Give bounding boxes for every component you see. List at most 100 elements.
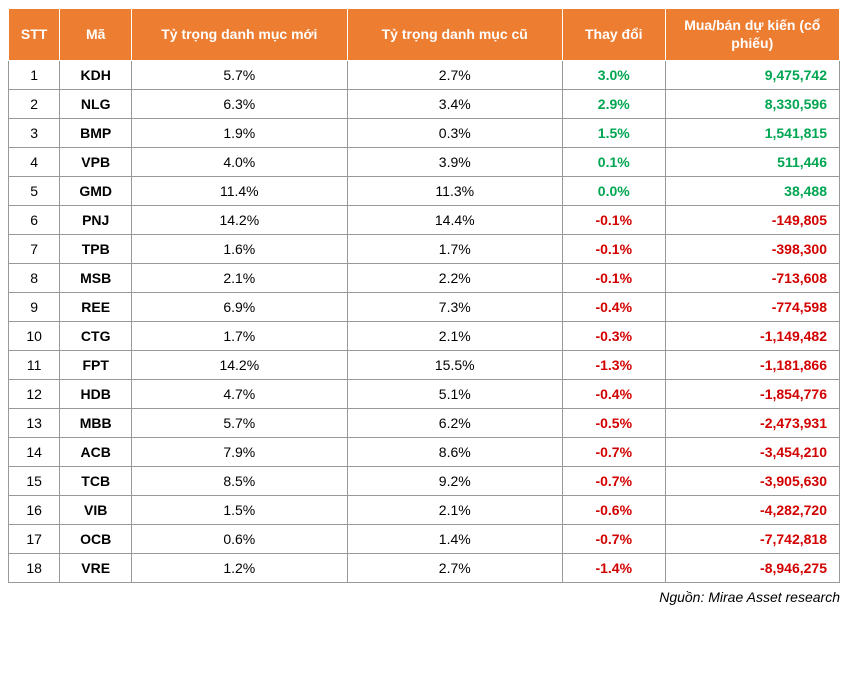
- cell-new-weight: 1.2%: [132, 554, 347, 583]
- cell-stt: 1: [9, 61, 60, 90]
- cell-stt: 11: [9, 351, 60, 380]
- col-ma: Mã: [60, 9, 132, 61]
- cell-new-weight: 4.0%: [132, 148, 347, 177]
- cell-change: -0.5%: [562, 409, 665, 438]
- table-row: 2NLG6.3%3.4%2.9%8,330,596: [9, 90, 840, 119]
- cell-new-weight: 6.3%: [132, 90, 347, 119]
- table-row: 14ACB7.9%8.6%-0.7%-3,454,210: [9, 438, 840, 467]
- col-new-weight: Tỷ trọng danh mục mới: [132, 9, 347, 61]
- portfolio-table: STT Mã Tỷ trọng danh mục mới Tỷ trọng da…: [8, 8, 840, 583]
- cell-code: GMD: [60, 177, 132, 206]
- cell-code: BMP: [60, 119, 132, 148]
- cell-stt: 9: [9, 293, 60, 322]
- cell-change: -0.3%: [562, 322, 665, 351]
- cell-old-weight: 9.2%: [347, 467, 562, 496]
- cell-change: -0.1%: [562, 206, 665, 235]
- cell-new-weight: 11.4%: [132, 177, 347, 206]
- cell-old-weight: 0.3%: [347, 119, 562, 148]
- cell-code: VIB: [60, 496, 132, 525]
- cell-old-weight: 2.7%: [347, 61, 562, 90]
- table-row: 10CTG1.7%2.1%-0.3%-1,149,482: [9, 322, 840, 351]
- cell-stt: 5: [9, 177, 60, 206]
- cell-volume: 38,488: [665, 177, 839, 206]
- cell-new-weight: 14.2%: [132, 351, 347, 380]
- cell-stt: 2: [9, 90, 60, 119]
- cell-code: KDH: [60, 61, 132, 90]
- cell-new-weight: 4.7%: [132, 380, 347, 409]
- cell-new-weight: 7.9%: [132, 438, 347, 467]
- cell-volume: -3,454,210: [665, 438, 839, 467]
- cell-new-weight: 5.7%: [132, 409, 347, 438]
- cell-volume: -1,181,866: [665, 351, 839, 380]
- cell-volume: -149,805: [665, 206, 839, 235]
- cell-code: CTG: [60, 322, 132, 351]
- cell-old-weight: 14.4%: [347, 206, 562, 235]
- cell-change: -0.4%: [562, 380, 665, 409]
- cell-old-weight: 8.6%: [347, 438, 562, 467]
- table-body: 1KDH5.7%2.7%3.0%9,475,7422NLG6.3%3.4%2.9…: [9, 61, 840, 583]
- table-row: 7TPB1.6%1.7%-0.1%-398,300: [9, 235, 840, 264]
- cell-volume: -713,608: [665, 264, 839, 293]
- cell-old-weight: 7.3%: [347, 293, 562, 322]
- cell-change: 2.9%: [562, 90, 665, 119]
- cell-change: 0.1%: [562, 148, 665, 177]
- cell-change: -0.4%: [562, 293, 665, 322]
- cell-old-weight: 3.9%: [347, 148, 562, 177]
- cell-new-weight: 5.7%: [132, 61, 347, 90]
- cell-volume: -774,598: [665, 293, 839, 322]
- cell-new-weight: 8.5%: [132, 467, 347, 496]
- cell-new-weight: 1.9%: [132, 119, 347, 148]
- cell-code: VRE: [60, 554, 132, 583]
- table-row: 15TCB8.5%9.2%-0.7%-3,905,630: [9, 467, 840, 496]
- cell-volume: -2,473,931: [665, 409, 839, 438]
- col-change: Thay đổi: [562, 9, 665, 61]
- table-row: 4VPB4.0%3.9%0.1%511,446: [9, 148, 840, 177]
- cell-code: TPB: [60, 235, 132, 264]
- cell-old-weight: 1.4%: [347, 525, 562, 554]
- col-old-weight: Tỷ trọng danh mục cũ: [347, 9, 562, 61]
- cell-volume: 511,446: [665, 148, 839, 177]
- cell-stt: 15: [9, 467, 60, 496]
- cell-stt: 18: [9, 554, 60, 583]
- cell-change: -0.1%: [562, 235, 665, 264]
- table-row: 16VIB1.5%2.1%-0.6%-4,282,720: [9, 496, 840, 525]
- cell-old-weight: 11.3%: [347, 177, 562, 206]
- table-container: STT Mã Tỷ trọng danh mục mới Tỷ trọng da…: [8, 8, 840, 605]
- cell-volume: -8,946,275: [665, 554, 839, 583]
- cell-stt: 13: [9, 409, 60, 438]
- table-row: 18VRE1.2%2.7%-1.4%-8,946,275: [9, 554, 840, 583]
- cell-volume: -1,854,776: [665, 380, 839, 409]
- cell-stt: 10: [9, 322, 60, 351]
- cell-change: -0.7%: [562, 525, 665, 554]
- table-row: 12HDB4.7%5.1%-0.4%-1,854,776: [9, 380, 840, 409]
- cell-change: -0.7%: [562, 438, 665, 467]
- table-header: STT Mã Tỷ trọng danh mục mới Tỷ trọng da…: [9, 9, 840, 61]
- cell-volume: 9,475,742: [665, 61, 839, 90]
- table-row: 1KDH5.7%2.7%3.0%9,475,742: [9, 61, 840, 90]
- cell-new-weight: 2.1%: [132, 264, 347, 293]
- cell-volume: 1,541,815: [665, 119, 839, 148]
- cell-code: TCB: [60, 467, 132, 496]
- table-row: 8MSB2.1%2.2%-0.1%-713,608: [9, 264, 840, 293]
- cell-stt: 12: [9, 380, 60, 409]
- cell-stt: 14: [9, 438, 60, 467]
- cell-volume: -3,905,630: [665, 467, 839, 496]
- cell-volume: -1,149,482: [665, 322, 839, 351]
- cell-stt: 6: [9, 206, 60, 235]
- cell-change: 0.0%: [562, 177, 665, 206]
- cell-old-weight: 2.1%: [347, 496, 562, 525]
- cell-change: -0.1%: [562, 264, 665, 293]
- cell-code: HDB: [60, 380, 132, 409]
- cell-volume: -398,300: [665, 235, 839, 264]
- cell-new-weight: 6.9%: [132, 293, 347, 322]
- cell-code: VPB: [60, 148, 132, 177]
- cell-new-weight: 0.6%: [132, 525, 347, 554]
- cell-code: REE: [60, 293, 132, 322]
- cell-stt: 8: [9, 264, 60, 293]
- cell-new-weight: 1.7%: [132, 322, 347, 351]
- table-row: 11FPT14.2%15.5%-1.3%-1,181,866: [9, 351, 840, 380]
- source-note: Nguồn: Mirae Asset research: [8, 589, 840, 605]
- cell-change: -0.6%: [562, 496, 665, 525]
- cell-new-weight: 1.5%: [132, 496, 347, 525]
- cell-old-weight: 5.1%: [347, 380, 562, 409]
